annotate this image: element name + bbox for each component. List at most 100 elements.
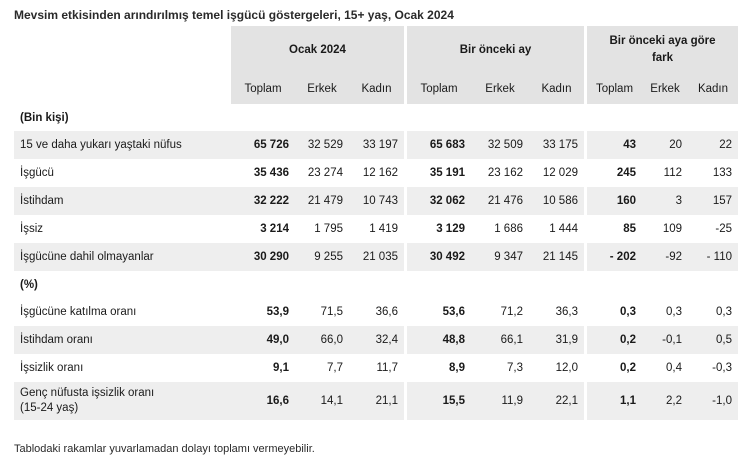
table-cell: 30 492	[407, 243, 471, 271]
table-row: İstihdam 32 222 21 479 10 743 32 062 21 476 10…	[14, 187, 738, 215]
table-cell: 9 347	[471, 243, 529, 271]
table-title: Mevsim etkisinden arındırılmış temel işg…	[14, 8, 454, 22]
row-label: İşsiz	[14, 215, 231, 243]
table-cell: 23 274	[307, 167, 343, 179]
table-cell: 30 290	[231, 243, 295, 271]
table-cell: 71,2	[500, 306, 523, 318]
subheader-row: Toplam Erkek Kadın Toplam Erkek Kadın To…	[14, 74, 738, 104]
table-cell: 53,9	[266, 306, 289, 318]
table-cell: 0,3	[620, 306, 636, 318]
subheader-cell: Toplam	[407, 74, 471, 104]
table-cell: 14,1	[295, 382, 349, 420]
row-label-text: Genç nüfusta işsizlik oranı	[20, 387, 155, 399]
row-label-text: İşgücüne dahil olmayanlar	[20, 251, 154, 263]
row-label-text: 15 ve daha yukarı yaştaki nüfus	[20, 139, 182, 151]
group-header-current: Ocak 2024	[231, 26, 407, 74]
table-body-percent: İşgücüne katılma oranı 53,9 71,5 36,6 53,6 71…	[14, 298, 738, 420]
table-cell: 0,2	[620, 362, 636, 374]
table-cell: 23 162	[487, 167, 523, 179]
subheader-cell: Erkek	[295, 74, 349, 104]
section-label: (%)	[20, 278, 38, 291]
table-cell: 15,5	[407, 382, 471, 420]
table-cell: 85	[623, 223, 636, 235]
table-cell: 65 726	[231, 131, 295, 159]
table-container: Ocak 2024 Bir önceki ay Bir önceki aya g…	[14, 26, 738, 420]
table-row: İşgücüne katılma oranı 53,9 71,5 36,6 53,6 71…	[14, 298, 738, 326]
table-cell: 66,1	[471, 326, 529, 354]
table-cell: 65 683	[407, 131, 471, 159]
row-label: İşgücüne dahil olmayanlar	[14, 243, 231, 271]
table-cell: 133	[712, 167, 732, 179]
table-cell: 32 222	[231, 187, 295, 215]
group-header-row: Ocak 2024 Bir önceki ay Bir önceki aya g…	[14, 26, 738, 74]
table-cell: 2,2	[642, 382, 688, 420]
corner-cell-2	[14, 74, 231, 104]
table-cell: -1,0	[688, 382, 738, 420]
table-cell: 33 197	[349, 131, 407, 159]
table-cell: 21 145	[529, 243, 587, 271]
table-cell: 3 214	[260, 223, 289, 235]
table-cell: 1,1	[587, 382, 642, 420]
row-label: İstihdam	[14, 187, 231, 215]
table-cell: 32 509	[471, 131, 529, 159]
group-header-previous: Bir önceki ay	[407, 26, 587, 74]
table-row: İşsiz 3 214 1 795 1 419 3 129 1 686 1 444 85 109…	[14, 215, 738, 243]
table-cell: -0,1	[642, 326, 688, 354]
table-cell: 3 129	[436, 223, 465, 235]
table-cell: 1 795	[314, 223, 343, 235]
table-cell: 9,1	[273, 362, 289, 374]
table-cell: 71,5	[320, 306, 343, 318]
labor-indicators-table: Ocak 2024 Bir önceki ay Bir önceki aya g…	[14, 26, 738, 420]
subheader-cell: Toplam	[231, 74, 295, 104]
table-cell: 157	[688, 187, 738, 215]
table-cell: 20	[642, 131, 688, 159]
table-cell: 0,3	[666, 306, 682, 318]
table-cell: 1 686	[494, 223, 523, 235]
table-cell: 22	[688, 131, 738, 159]
row-label-text: İşgücü	[20, 167, 54, 179]
table-body-thousands: 15 ve daha yukarı yaştaki nüfus 65 726 32 …	[14, 131, 738, 271]
table-cell: - 202	[587, 243, 642, 271]
row-label: İstihdam oranı	[14, 326, 231, 354]
table-cell: 22,1	[529, 382, 587, 420]
section-label: (Bin kişi)	[20, 111, 69, 124]
table-cell: 21 476	[471, 187, 529, 215]
footnote: Tablodaki rakamlar yuvarlamadan dolayı t…	[14, 443, 315, 455]
table-cell: -92	[642, 243, 688, 271]
row-label-text: İşsizlik oranı	[20, 362, 84, 374]
table-cell: 32,4	[349, 326, 407, 354]
table-cell: 3	[642, 187, 688, 215]
table-cell: 12 162	[349, 159, 407, 187]
row-label: İşsizlik oranı	[14, 354, 231, 382]
corner-cell	[14, 26, 231, 74]
subheader-cell: Kadın	[688, 74, 738, 104]
table-cell: 9 255	[295, 243, 349, 271]
table-cell: 21 479	[295, 187, 349, 215]
table-row: İşgücüne dahil olmayanlar 30 290 9 255 21 0…	[14, 243, 738, 271]
subheader-cell: Erkek	[642, 74, 688, 104]
table-row: Genç nüfusta işsizlik oranı (15-24 yaş) 16…	[14, 382, 738, 420]
table-cell: 53,6	[442, 306, 465, 318]
row-label-text: İstihdam	[20, 195, 64, 207]
table-cell: 0,5	[688, 326, 738, 354]
table-cell: 11,9	[471, 382, 529, 420]
table-cell: 112	[663, 167, 682, 179]
table-cell: 35 436	[253, 167, 289, 179]
table-cell: 11,7	[349, 354, 407, 382]
row-label-text: İşgücüne katılma oranı	[20, 306, 137, 318]
table-cell: 43	[587, 131, 642, 159]
table-cell: 32 529	[295, 131, 349, 159]
row-label-text: İşsiz	[20, 223, 43, 235]
subheader-cell: Kadın	[349, 74, 407, 104]
table-cell: 21 035	[349, 243, 407, 271]
table-cell: 109	[662, 223, 682, 235]
row-label: İşgücü	[14, 159, 231, 187]
table-cell: 160	[587, 187, 642, 215]
table-row: 15 ve daha yukarı yaştaki nüfus 65 726 32 …	[14, 131, 738, 159]
table-cell: 16,6	[231, 382, 295, 420]
table-cell: 1 444	[529, 215, 587, 243]
row-label: Genç nüfusta işsizlik oranı (15-24 yaş)	[14, 382, 231, 420]
table-cell: 0,4	[666, 362, 682, 374]
subheader-cell: Toplam	[587, 74, 642, 104]
